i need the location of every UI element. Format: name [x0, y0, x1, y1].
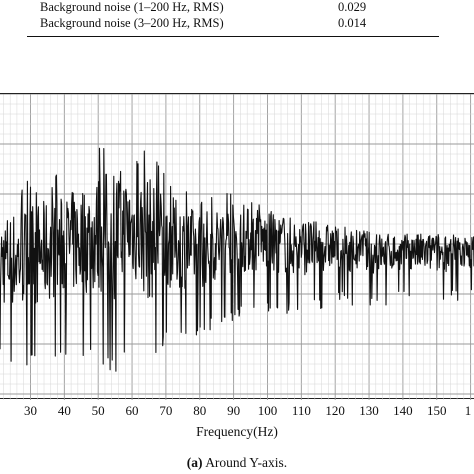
x-tick-label: 70 — [159, 403, 173, 418]
x-tick-label: 100 — [257, 403, 278, 418]
x-tick-label: 150 — [427, 403, 447, 418]
x-tick-label: 120 — [325, 403, 345, 418]
caption-text: Around Y-axis. — [205, 455, 288, 470]
table-bottom-rule — [27, 36, 439, 37]
x-axis-label: Frequency(Hz) — [196, 424, 278, 439]
caption-label: (a) — [186, 455, 203, 470]
x-tick-label: 140 — [393, 403, 413, 418]
x-tick-label: 110 — [291, 403, 311, 418]
spectrum-plot-svg — [0, 94, 474, 400]
figure-caption: (a) Around Y-axis. — [0, 455, 474, 471]
x-tick-label: 130 — [359, 403, 379, 418]
x-tick-label: 30 — [23, 403, 37, 418]
row-value: 0.029 — [338, 0, 367, 14]
x-tick-label: 50 — [91, 403, 105, 418]
x-tick-label: 40 — [57, 403, 71, 418]
x-tick-label: 90 — [227, 403, 241, 418]
x-axis-ticks: 30 40 50 60 70 80 90 100 110 120 130 140 150 1 — [0, 403, 474, 421]
spectrum-series-line — [0, 147, 474, 372]
x-tick-label: 60 — [125, 403, 139, 418]
row-label: Background noise (1–200 Hz, RMS) — [40, 0, 224, 14]
x-tick-label: 1 — [464, 403, 472, 418]
x-tick-label: 80 — [193, 403, 207, 418]
row-label: Background noise (3–200 Hz, RMS) — [40, 16, 224, 30]
spectrum-plot — [0, 93, 474, 400]
row-value: 0.014 — [338, 16, 367, 30]
